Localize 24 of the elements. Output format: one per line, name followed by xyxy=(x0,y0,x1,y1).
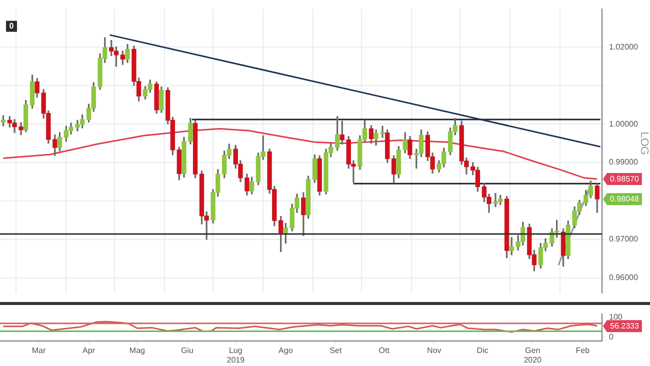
x-tick-label: Nov xyxy=(427,346,442,355)
x-tick-label: Gen 2020 xyxy=(524,346,542,364)
annotation: 0 xyxy=(9,22,14,31)
x-tick-label: Set xyxy=(330,346,342,355)
y-tick-label: 100 xyxy=(609,312,623,322)
x-tick-label: Lug 2019 xyxy=(226,346,246,364)
annotation: 56.2333 xyxy=(610,321,640,330)
annotation: 0.98048 xyxy=(610,194,640,204)
x-tick-label: Apr xyxy=(82,346,96,355)
y-tick-label: 1.00000 xyxy=(609,119,638,128)
annotation: 0.98570 xyxy=(610,174,640,184)
x-tick-label: Mag xyxy=(129,346,145,355)
y-tick-label: 0 xyxy=(609,332,614,342)
y-tick-label: 0.96000 xyxy=(609,273,638,282)
y-tick-label: 1.02000 xyxy=(609,42,638,52)
text: LOG xyxy=(638,132,650,155)
y-tick-label: 0.97000 xyxy=(609,234,638,244)
x-tick-label: Giu xyxy=(180,346,194,355)
x-tick-label: Dic xyxy=(476,346,488,355)
x-tick-label: Ott xyxy=(378,346,390,355)
x-tick-label: Feb xyxy=(576,346,590,355)
x-tick-label: Mar xyxy=(32,346,46,355)
y-tick-label: 0.99000 xyxy=(609,158,638,167)
x-tick-label: Ago xyxy=(278,346,294,355)
